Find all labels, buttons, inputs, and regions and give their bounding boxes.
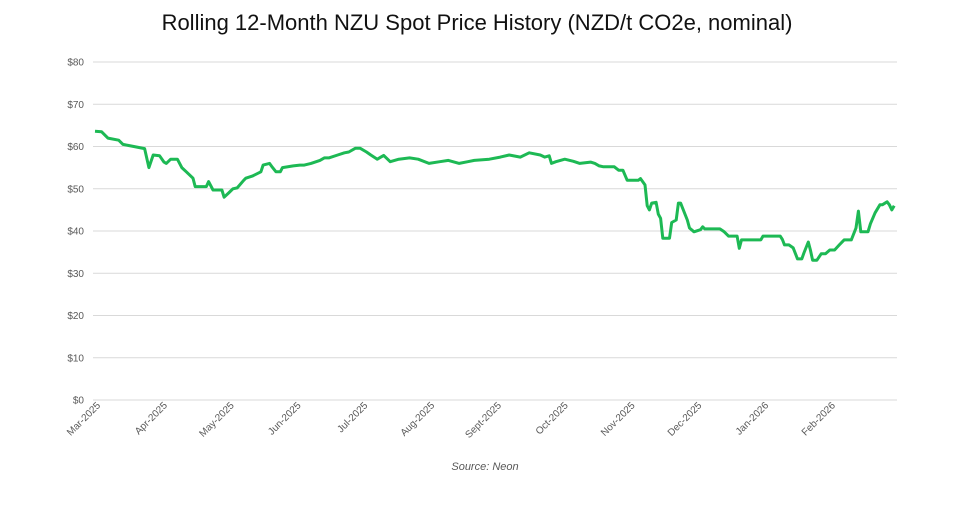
chart-title: Rolling 12-Month NZU Spot Price History …	[162, 10, 793, 35]
y-tick-label: $50	[67, 184, 84, 195]
x-tick-label: Dec-2025	[666, 400, 705, 439]
x-tick-label: Sept-2025	[464, 400, 505, 441]
source-note: Source: Neon	[451, 461, 518, 473]
x-tick-label: Mar-2025	[65, 400, 103, 438]
x-tick-label: May-2025	[197, 400, 237, 440]
x-tick-label: Apr-2025	[133, 400, 170, 437]
x-tick-label: Nov-2025	[599, 400, 638, 439]
y-tick-label: $70	[67, 100, 84, 111]
x-tick-label: Aug-2025	[399, 400, 438, 439]
x-tick-label: Jun-2025	[266, 400, 304, 438]
y-tick-label: $30	[67, 269, 84, 280]
y-tick-label: $0	[73, 396, 85, 407]
x-tick-label: Oct-2025	[534, 400, 571, 437]
y-tick-label: $60	[67, 142, 84, 153]
x-tick-label: Jan-2026	[734, 400, 772, 438]
price-line	[94, 129, 896, 262]
y-tick-label: $20	[67, 311, 84, 322]
y-tick-label: $40	[67, 227, 84, 238]
x-tick-label: Feb-2026	[800, 400, 838, 438]
y-tick-label: $10	[67, 353, 84, 364]
x-tick-label: Jul-2025	[335, 400, 370, 435]
y-tick-label: $80	[67, 58, 84, 69]
